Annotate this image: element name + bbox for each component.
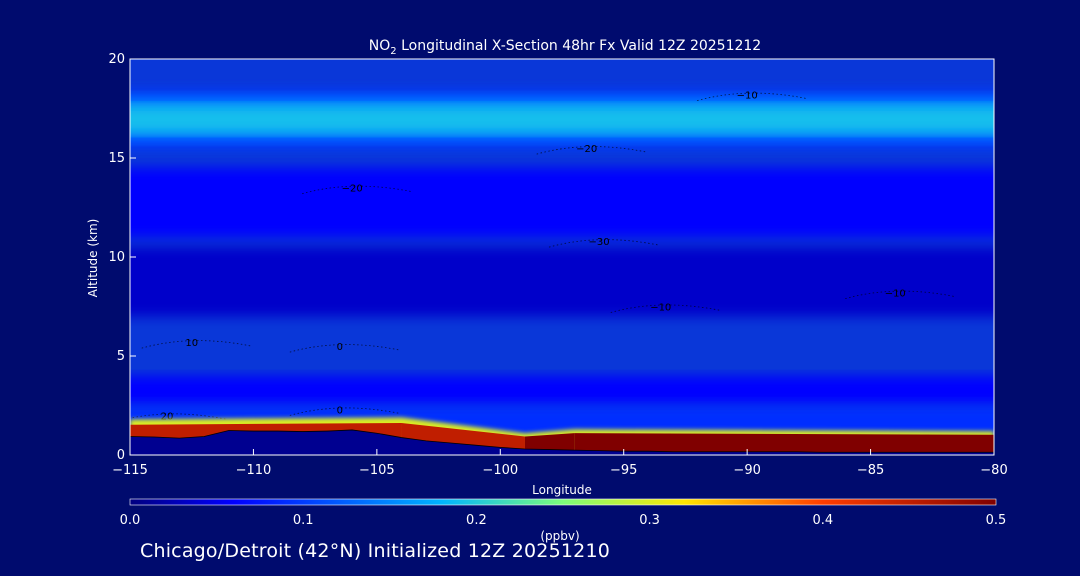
x-axis-label: Longitude [532,483,592,497]
y-tick-label: 10 [108,250,125,265]
x-tick-label: −80 [980,463,1007,478]
contour-label: 10 [185,338,198,349]
colorbar [129,498,997,506]
colorbar-tick-label: 0.2 [466,513,487,528]
contour-label: 20 [161,411,174,422]
footer-caption: Chicago/Detroit (42°N) Initialized 12Z 2… [140,540,611,562]
x-tick-label: −110 [236,463,272,478]
x-tick-label: −100 [482,463,518,478]
contour-line [289,407,400,416]
title-subscript: 2 [390,46,396,57]
colorbar-tick-label: 0.5 [986,513,1007,528]
contour-label: 0 [337,342,343,353]
colorbar-tick-label: 0.3 [639,513,660,528]
concentration-layer [130,247,994,317]
contour-line [548,239,660,248]
x-tick-label: −115 [112,463,148,478]
y-tick-label: 20 [108,52,125,67]
contour-label: −10 [650,303,671,314]
contour-label: −30 [588,237,609,248]
contour-label: 0 [337,405,343,416]
terrain-surface [130,429,994,455]
contour-line [845,290,956,300]
x-axis: −115 −110 −105 −100 −95 −90 −85 −80 [112,449,1008,478]
contour-label: −10 [737,91,758,102]
colorbar-tick-label: 0.4 [812,513,833,528]
concentration-layer [130,167,994,238]
x-tick-label: −85 [857,463,884,478]
boundary-layer-segment [574,433,994,455]
colorbar-tick-label: 0.1 [293,513,314,528]
y-axis: 0 5 10 15 20 [108,52,136,463]
contour-label: −10 [885,289,906,300]
contour-line [141,340,252,349]
contour-line [697,92,808,102]
contour-line [610,304,721,313]
contour-line [130,413,228,420]
concentration-layer [130,106,994,133]
plot-area: −10 −20 −20 −30 −10 −10 0 10 0 20 [130,59,994,455]
colorbar-tick-label: 0.0 [120,513,141,528]
title-rest: Longitudinal X-Section 48hr Fx Valid 12Z… [397,38,762,54]
contour-label: −20 [342,184,363,195]
concentration-layer [130,375,994,406]
y-tick-label: 5 [117,349,125,364]
x-tick-label: −105 [359,463,395,478]
x-tick-label: −90 [733,463,760,478]
temperature-contours: −10 −20 −20 −30 −10 −10 0 10 0 20 [130,91,956,422]
contour-line [536,146,647,155]
concentration-layers [130,90,994,455]
colorbar-label: (ppbv) [540,529,579,543]
y-axis-label: Altitude (km) [86,219,100,298]
colorbar-ticks: 0.0 0.1 0.2 0.3 0.4 0.5 [120,513,1007,528]
contour-label: −20 [576,144,597,155]
terrain [130,429,994,455]
title-prefix: NO [369,38,391,54]
chart-title: NO2 Longitudinal X-Section 48hr Fx Valid… [369,38,761,57]
contour-line [302,185,413,195]
x-tick-label: −95 [610,463,637,478]
y-tick-label: 15 [108,151,125,166]
y-tick-label: 0 [117,448,125,463]
contour-line [289,344,400,353]
